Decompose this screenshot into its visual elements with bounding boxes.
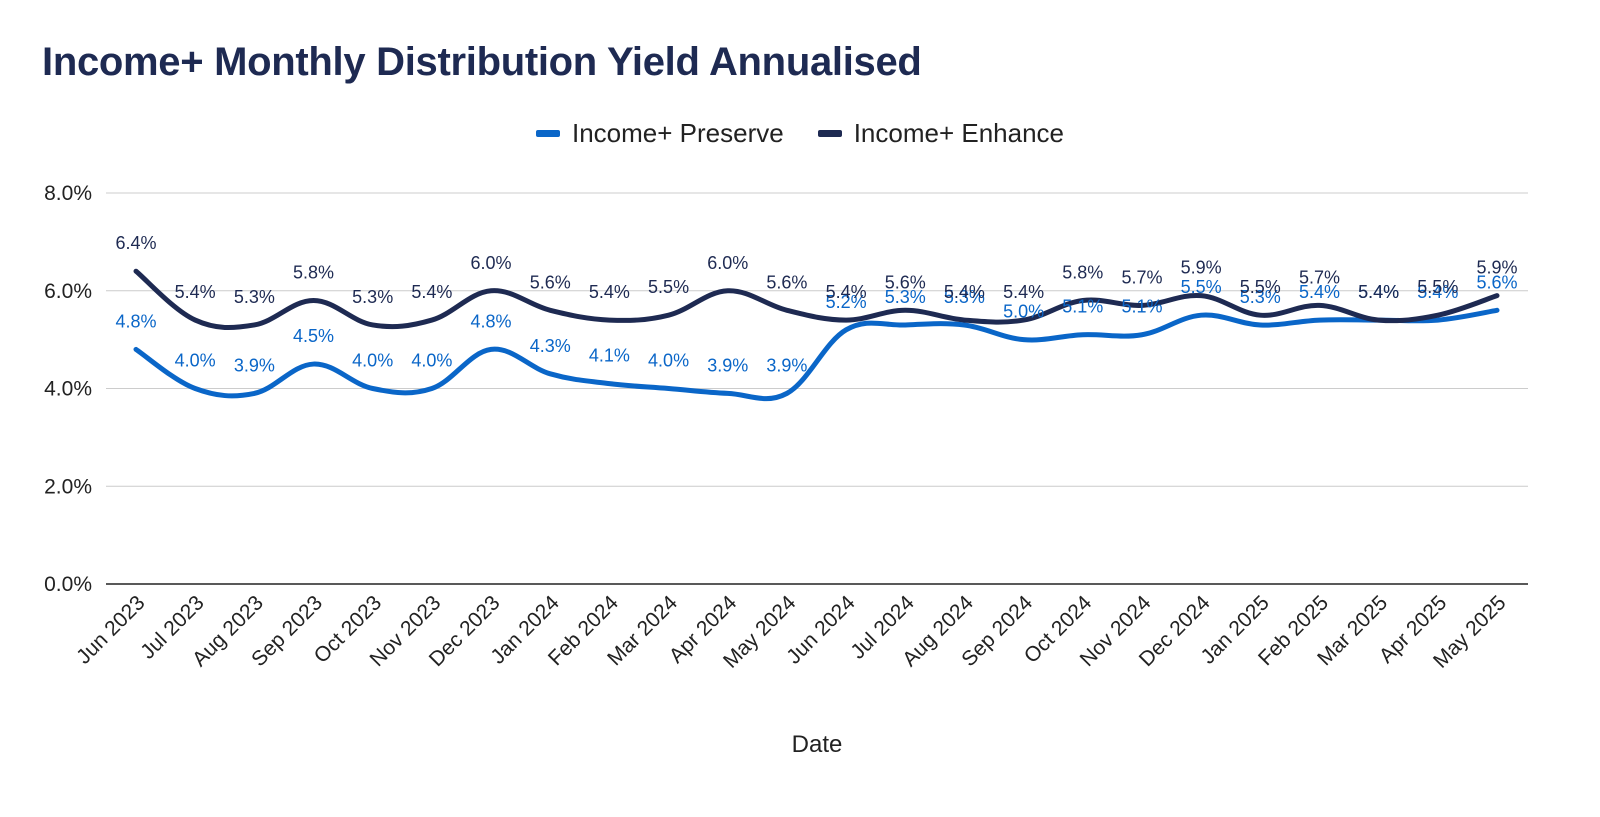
data-label-1-3: 5.8%: [293, 263, 334, 283]
data-label-1-2: 5.3%: [234, 287, 275, 307]
chart-title: Income+ Monthly Distribution Yield Annua…: [42, 40, 922, 84]
data-label-1-9: 5.5%: [648, 277, 689, 297]
data-label-1-15: 5.4%: [1003, 282, 1044, 302]
data-label-1-10: 6.0%: [707, 253, 748, 273]
data-label-1-16: 5.8%: [1062, 263, 1103, 283]
data-label-0-18: 5.5%: [1181, 277, 1222, 297]
data-label-1-11: 5.6%: [766, 272, 807, 292]
legend: Income+ Preserve Income+ Enhance: [0, 118, 1600, 149]
data-label-0-17: 5.1%: [1121, 297, 1162, 317]
data-label-1-4: 5.3%: [352, 287, 393, 307]
data-label-0-16: 5.1%: [1062, 297, 1103, 317]
y-tick-label-0: 0.0%: [44, 573, 92, 596]
x-axis-title: Date: [792, 731, 843, 758]
legend-label-1: Income+ Enhance: [853, 118, 1065, 148]
data-label-1-5: 5.4%: [411, 282, 452, 302]
data-label-1-12: 5.4%: [826, 282, 867, 302]
x-tick-label-0: Jun 2023: [72, 591, 149, 668]
data-label-1-13: 5.6%: [885, 272, 926, 292]
legend-item-0: Income+ Preserve: [535, 118, 784, 149]
y-tick-label-4: 8.0%: [44, 182, 92, 205]
data-label-0-6: 4.8%: [471, 311, 512, 331]
data-label-0-19: 5.3%: [1240, 287, 1281, 307]
data-label-0-14: 5.3%: [944, 287, 985, 307]
data-label-0-8: 4.1%: [589, 346, 630, 366]
y-tick-label-2: 4.0%: [44, 378, 92, 401]
data-label-1-21: 5.4%: [1358, 282, 1399, 302]
data-label-0-10: 3.9%: [707, 355, 748, 375]
data-label-0-3: 4.5%: [293, 326, 334, 346]
data-label-1-23: 5.9%: [1476, 258, 1517, 278]
y-tick-label-3: 6.0%: [44, 280, 92, 303]
y-tick-label-1: 2.0%: [44, 475, 92, 498]
data-label-1-18: 5.9%: [1181, 258, 1222, 278]
series-line-1: [133, 268, 1500, 331]
legend-item-1: Income+ Enhance: [817, 118, 1065, 149]
data-label-0-9: 4.0%: [648, 351, 689, 371]
data-label-1-14: 5.4%: [944, 282, 985, 302]
data-label-1-19: 5.5%: [1240, 277, 1281, 297]
data-label-1-0: 6.4%: [115, 233, 156, 253]
data-label-1-17: 5.7%: [1121, 267, 1162, 287]
data-label-0-0: 4.8%: [115, 311, 156, 331]
data-label-1-8: 5.4%: [589, 282, 630, 302]
data-label-0-15: 5.0%: [1003, 302, 1044, 322]
data-label-0-20: 5.4%: [1299, 282, 1340, 302]
data-label-1-20: 5.7%: [1299, 267, 1340, 287]
legend-swatch-1: [817, 130, 842, 137]
data-label-0-11: 3.9%: [766, 355, 807, 375]
data-label-1-1: 5.4%: [175, 282, 216, 302]
data-label-0-2: 3.9%: [234, 355, 275, 375]
data-label-0-12: 5.2%: [826, 292, 867, 312]
data-label-1-22: 5.5%: [1417, 277, 1458, 297]
legend-label-0: Income+ Preserve: [571, 118, 784, 148]
legend-swatch-0: [535, 130, 560, 137]
data-label-0-4: 4.0%: [352, 351, 393, 371]
series-line-0: [133, 307, 1500, 402]
data-label-1-7: 5.6%: [530, 272, 571, 292]
data-label-0-22: 5.4%: [1417, 282, 1458, 302]
data-label-0-21: 5.4%: [1358, 282, 1399, 302]
data-label-1-6: 6.0%: [471, 253, 512, 273]
data-label-0-23: 5.6%: [1476, 272, 1517, 292]
data-label-0-7: 4.3%: [530, 336, 571, 356]
data-label-0-5: 4.0%: [411, 351, 452, 371]
data-label-0-13: 5.3%: [885, 287, 926, 307]
data-label-0-1: 4.0%: [175, 351, 216, 371]
